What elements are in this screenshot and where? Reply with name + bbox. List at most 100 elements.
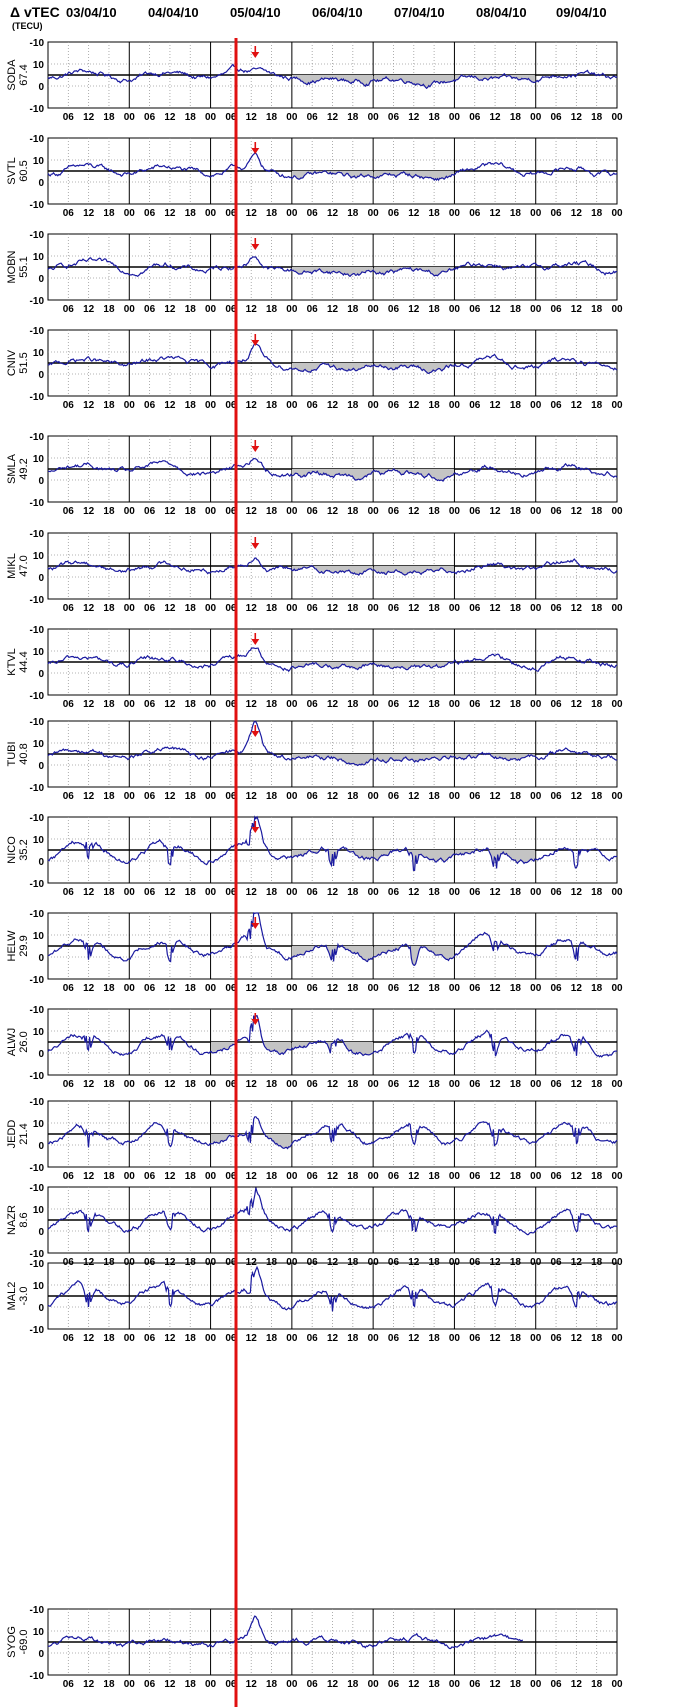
x-tick-label: 12	[571, 304, 583, 315]
x-tick-label: 12	[571, 506, 583, 517]
x-tick-label: 00	[286, 1679, 298, 1690]
x-tick-label: 12	[408, 699, 420, 710]
y-tick-label: -10	[30, 326, 45, 337]
x-tick-label: 12	[164, 791, 176, 802]
x-tick-label: 00	[124, 1079, 136, 1090]
x-tick-label: 12	[164, 887, 176, 898]
x-tick-label: 06	[307, 791, 319, 802]
x-tick-label: 18	[347, 1079, 359, 1090]
x-tick-label: 00	[449, 208, 461, 219]
x-tick-label: 12	[490, 1079, 502, 1090]
x-tick-label: 00	[530, 791, 542, 802]
x-tick-label: 00	[530, 1679, 542, 1690]
x-tick-label: 18	[103, 699, 115, 710]
station-latitude: 35.2	[18, 839, 30, 860]
y-tick-label: -10	[30, 104, 45, 115]
x-tick-label: 06	[550, 208, 562, 219]
y-tick-label: -10	[30, 691, 45, 702]
x-tick-label: 06	[469, 699, 481, 710]
x-tick-label: 00	[205, 400, 217, 411]
x-tick-label: 18	[103, 1171, 115, 1182]
x-tick-label: 12	[571, 1679, 583, 1690]
x-tick-label: 06	[469, 1079, 481, 1090]
x-tick-label: 18	[185, 791, 197, 802]
station-code: ALWJ	[6, 1028, 18, 1057]
vtec-series-line	[47, 457, 618, 483]
x-tick-label: 00	[530, 699, 542, 710]
x-tick-label: 06	[144, 699, 156, 710]
x-tick-label: 12	[490, 1333, 502, 1344]
y-tick-label: 10	[33, 647, 45, 658]
y-tick-label: 10	[33, 1027, 45, 1038]
negative-phase-fill	[292, 946, 373, 962]
x-tick-label: 12	[327, 112, 339, 123]
x-tick-label: 18	[591, 400, 603, 411]
x-tick-label: 06	[469, 400, 481, 411]
x-tick-label: 12	[327, 304, 339, 315]
x-tick-label: 18	[510, 1679, 522, 1690]
station-code: JEDD	[6, 1120, 18, 1149]
x-tick-label: 12	[246, 699, 258, 710]
x-tick-label: 12	[164, 112, 176, 123]
x-tick-label: 18	[266, 983, 278, 994]
x-tick-label: 00	[124, 1171, 136, 1182]
peak-arrow-head	[251, 1019, 260, 1025]
x-tick-label: 12	[246, 1333, 258, 1344]
x-tick-label: 18	[185, 1171, 197, 1182]
x-tick-label: 00	[368, 1079, 380, 1090]
negative-phase-fill	[374, 267, 454, 276]
x-tick-label: 06	[307, 603, 319, 614]
x-tick-label: 06	[550, 1079, 562, 1090]
x-tick-label: 12	[408, 304, 420, 315]
x-tick-label: 12	[83, 1333, 95, 1344]
x-tick-label: 18	[103, 887, 115, 898]
x-tick-label: 00	[530, 400, 542, 411]
x-tick-label: 06	[225, 208, 237, 219]
x-tick-label: 06	[225, 1333, 237, 1344]
x-tick-label: 06	[469, 983, 481, 994]
vtec-series-line	[47, 815, 618, 872]
x-tick-label: 12	[246, 603, 258, 614]
x-tick-label: 00	[286, 1333, 298, 1344]
x-tick-label: 18	[185, 400, 197, 411]
x-tick-label: 18	[591, 791, 603, 802]
x-tick-label: 06	[469, 1171, 481, 1182]
x-tick-label: 12	[246, 506, 258, 517]
vtec-series-line	[47, 912, 618, 966]
x-tick-label: 06	[63, 208, 75, 219]
x-tick-label: 06	[388, 699, 400, 710]
y-tick-label: -10	[30, 1259, 45, 1270]
x-tick-label: 18	[347, 887, 359, 898]
x-tick-label: 18	[429, 112, 441, 123]
x-tick-label: 00	[368, 1171, 380, 1182]
y-tick-label: 10	[33, 1627, 45, 1638]
y-tick-label: -10	[30, 595, 45, 606]
x-tick-label: 12	[83, 887, 95, 898]
x-tick-label: 00	[530, 983, 542, 994]
x-tick-label: 00	[124, 112, 136, 123]
peak-arrow-head	[251, 446, 260, 452]
x-tick-label: 18	[429, 603, 441, 614]
x-tick-label: 00	[368, 208, 380, 219]
x-tick-label: 12	[246, 983, 258, 994]
y-tick-label: -10	[30, 432, 45, 443]
x-tick-label: 18	[266, 208, 278, 219]
x-tick-label: 12	[83, 112, 95, 123]
x-tick-label: 12	[408, 1679, 420, 1690]
x-tick-label: 12	[246, 112, 258, 123]
date-label: 04/04/10	[148, 5, 199, 20]
x-tick-label: 00	[530, 887, 542, 898]
x-tick-label: 00	[368, 1333, 380, 1344]
x-tick-label: 06	[63, 400, 75, 411]
y-tick-label: 10	[33, 1119, 45, 1130]
x-tick-label: 12	[408, 983, 420, 994]
x-tick-label: 00	[611, 506, 623, 517]
x-tick-label: 06	[550, 603, 562, 614]
x-tick-label: 06	[388, 506, 400, 517]
x-tick-label: 18	[185, 1679, 197, 1690]
x-tick-label: 06	[63, 887, 75, 898]
x-tick-label: 00	[611, 1079, 623, 1090]
x-tick-label: 12	[490, 1679, 502, 1690]
